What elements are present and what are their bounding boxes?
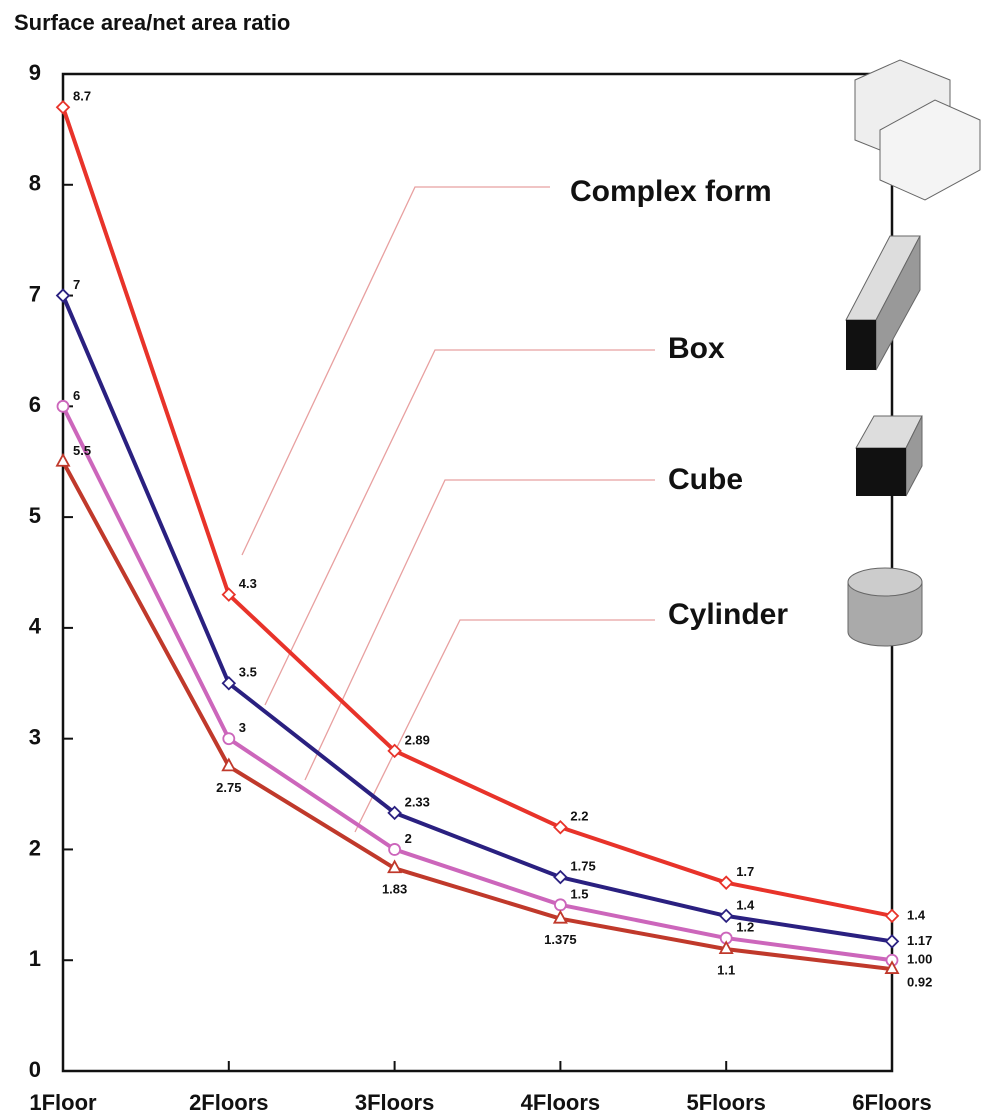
point: [57, 290, 69, 302]
point: [886, 910, 898, 922]
legend-label: Cube: [668, 463, 743, 496]
legend-label: Cylinder: [668, 598, 788, 631]
x-tick-label: 3Floors: [355, 1090, 434, 1115]
legend-label: Complex form: [570, 175, 772, 208]
value-label: 1.1: [717, 963, 735, 978]
point: [554, 821, 566, 833]
value-label: 5.5: [73, 443, 91, 458]
x-tick-label: 6Floors: [852, 1090, 931, 1115]
value-label: 2.2: [570, 809, 588, 824]
x-tick-label: 2Floors: [189, 1090, 268, 1115]
value-label: 1.17: [907, 933, 932, 948]
point: [555, 899, 566, 910]
point: [886, 935, 898, 947]
cylinder-icon: [848, 568, 922, 646]
value-label: 2.89: [405, 732, 430, 747]
value-label: 1.83: [382, 882, 407, 897]
x-tick-label: 1Floor: [29, 1090, 97, 1115]
y-tick-label: 1: [29, 946, 41, 971]
callout: [305, 480, 655, 780]
chart-title: Surface area/net area ratio: [14, 10, 290, 35]
chart: Surface area/net area ratio Complex form…: [0, 0, 982, 1117]
value-label: 1.4: [736, 897, 755, 912]
value-label: 1.4: [907, 907, 926, 922]
value-label: 1.5: [570, 886, 588, 901]
point: [554, 871, 566, 883]
point: [223, 733, 234, 744]
value-label: 2.33: [405, 794, 430, 809]
value-label: 8.7: [73, 89, 91, 104]
y-tick-label: 5: [29, 503, 41, 528]
legend-label: Box: [668, 332, 725, 365]
value-label: 3: [239, 720, 246, 735]
callout: [265, 350, 655, 705]
box-icon: [846, 236, 920, 370]
point: [720, 877, 732, 889]
value-label: 3.5: [239, 665, 257, 680]
value-label: 7: [73, 277, 80, 292]
series-line: [63, 406, 892, 960]
point: [57, 455, 69, 466]
y-tick-label: 3: [29, 724, 41, 749]
y-tick-label: 4: [29, 614, 42, 639]
value-label: 1.375: [544, 932, 577, 947]
point: [57, 101, 69, 113]
x-tick-label: 5Floors: [686, 1090, 765, 1115]
value-label: 1.75: [570, 859, 595, 874]
value-label: 1.00: [907, 952, 932, 967]
y-tick-label: 9: [29, 60, 41, 85]
cube-icon: [856, 416, 922, 496]
callouts: [242, 187, 655, 832]
x-tick-label: 4Floors: [521, 1090, 600, 1115]
series-line: [63, 107, 892, 916]
value-label: 2.75: [216, 780, 241, 795]
value-label: 4.3: [239, 576, 257, 591]
value-label: 2: [405, 831, 412, 846]
icons: [846, 60, 980, 646]
point: [720, 910, 732, 922]
y-tick-label: 6: [29, 392, 41, 417]
y-tick-label: 0: [29, 1057, 41, 1082]
point: [389, 844, 400, 855]
point: [58, 401, 69, 412]
y-tick-label: 2: [29, 835, 41, 860]
value-label: 1.7: [736, 864, 754, 879]
value-label: 1.2: [736, 920, 754, 935]
complex-icon: [855, 60, 980, 200]
value-label: 6: [73, 388, 80, 403]
callout: [242, 187, 550, 555]
value-label: 0.92: [907, 975, 932, 990]
y-tick-label: 7: [29, 281, 41, 306]
y-tick-label: 8: [29, 171, 41, 196]
